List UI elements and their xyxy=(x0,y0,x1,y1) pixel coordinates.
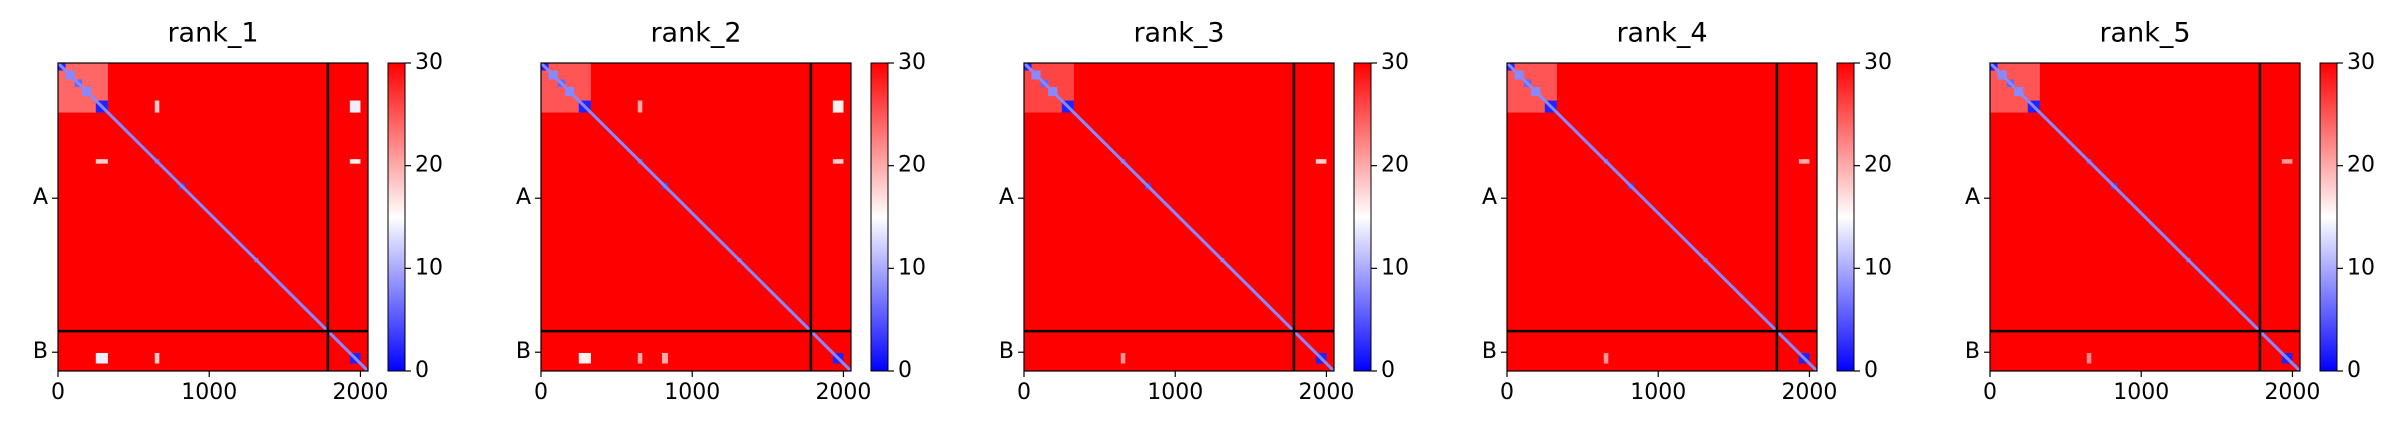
heatmap-cell xyxy=(1798,159,1810,164)
panel-title: rank_2 xyxy=(650,18,741,49)
y-tick-label: B xyxy=(516,339,531,364)
diagonal xyxy=(1507,63,1817,371)
colorbar-tick-label: 20 xyxy=(1381,153,1409,178)
colorbar-tick-label: 10 xyxy=(1381,255,1409,280)
colorbar-tick-label: 0 xyxy=(415,358,429,383)
plot-area xyxy=(1507,63,1817,371)
x-tick-label: 0 xyxy=(1983,380,1997,405)
colorbar-tick-label: 30 xyxy=(1864,50,1892,75)
colorbar xyxy=(1353,62,1372,372)
x-tick-label: 0 xyxy=(1017,380,1031,405)
colorbar-tick-label: 0 xyxy=(2347,358,2361,383)
colorbar-tick-label: 10 xyxy=(898,255,926,280)
heatmap-cell xyxy=(1603,352,1609,364)
heatmap-cell xyxy=(832,159,844,164)
x-tick-label: 1000 xyxy=(181,380,237,405)
heatmap-cell xyxy=(2281,159,2293,164)
heatmap-cell xyxy=(637,100,643,113)
x-tick-label: 2000 xyxy=(1781,380,1837,405)
diagonal xyxy=(1024,63,1334,371)
y-tick-label: A xyxy=(33,185,48,210)
x-tick-label: 1000 xyxy=(1147,380,1203,405)
colorbar-tick-label: 20 xyxy=(898,153,926,178)
x-tick-label: 2000 xyxy=(332,380,388,405)
colorbar-tick-label: 20 xyxy=(1864,153,1892,178)
axes-frame xyxy=(1023,62,1335,372)
y-tick-label: B xyxy=(33,339,48,364)
heatmap-cell xyxy=(661,352,669,364)
x-tick-label: 1000 xyxy=(2113,380,2169,405)
colorbar-tick-label: 30 xyxy=(898,50,926,75)
plot-area xyxy=(1024,63,1334,371)
colorbar-tick-label: 0 xyxy=(1381,358,1395,383)
colorbar-tick-label: 30 xyxy=(415,50,443,75)
y-tick-label: B xyxy=(1965,339,1980,364)
panel-title: rank_4 xyxy=(1616,18,1707,49)
x-tick-label: 2000 xyxy=(1298,380,1354,405)
colorbar-tick-label: 10 xyxy=(2347,255,2375,280)
diagonal xyxy=(1990,63,2300,371)
colorbar xyxy=(870,62,889,372)
diagonal xyxy=(58,63,368,371)
colorbar-tick-label: 20 xyxy=(415,153,443,178)
colorbar-tick-label: 0 xyxy=(898,358,912,383)
colorbar xyxy=(387,62,406,372)
x-tick-label: 0 xyxy=(51,380,65,405)
heatmap-cell xyxy=(95,159,108,164)
colorbar-tick-label: 0 xyxy=(1864,358,1878,383)
colorbar-tick-label: 10 xyxy=(1864,255,1892,280)
y-tick-label: A xyxy=(516,185,531,210)
heatmap-cell xyxy=(2086,352,2092,364)
colorbar-tick-label: 20 xyxy=(2347,153,2375,178)
colorbar xyxy=(2319,62,2338,372)
colorbar xyxy=(1836,62,1855,372)
heatmap-cell xyxy=(1315,159,1327,164)
y-tick-label: B xyxy=(1482,339,1497,364)
x-tick-label: 1000 xyxy=(1630,380,1686,405)
heatmap-cell xyxy=(637,352,643,364)
y-tick-label: A xyxy=(999,185,1014,210)
x-tick-label: 0 xyxy=(534,380,548,405)
axes-frame xyxy=(1506,62,1818,372)
axes-frame xyxy=(57,62,369,372)
heatmap-cell xyxy=(832,100,844,113)
panel-title: rank_1 xyxy=(167,18,258,49)
colorbar-tick-label: 10 xyxy=(415,255,443,280)
heatmap-cell xyxy=(95,352,108,364)
diagonal xyxy=(541,63,851,371)
plot-area xyxy=(1990,63,2300,371)
heatmap-cell xyxy=(578,352,591,364)
heatmap-cell xyxy=(154,100,160,113)
y-tick-label: A xyxy=(1965,185,1980,210)
axes-frame xyxy=(1989,62,2301,372)
panel-title: rank_3 xyxy=(1133,18,1224,49)
y-tick-label: B xyxy=(999,339,1014,364)
y-tick-label: A xyxy=(1482,185,1497,210)
colorbar-tick-label: 30 xyxy=(1381,50,1409,75)
heatmap-cell xyxy=(349,100,361,113)
x-tick-label: 1000 xyxy=(664,380,720,405)
x-tick-label: 2000 xyxy=(2264,380,2320,405)
panel-title: rank_5 xyxy=(2099,18,2190,49)
heatmap-cell xyxy=(349,159,361,164)
x-tick-label: 0 xyxy=(1500,380,1514,405)
heatmap-cell xyxy=(154,352,160,364)
x-tick-label: 2000 xyxy=(815,380,871,405)
axes-frame xyxy=(540,62,852,372)
colorbar-tick-label: 30 xyxy=(2347,50,2375,75)
heatmap-cell xyxy=(1120,352,1126,364)
plot-area xyxy=(541,63,851,371)
plot-area xyxy=(58,63,368,371)
